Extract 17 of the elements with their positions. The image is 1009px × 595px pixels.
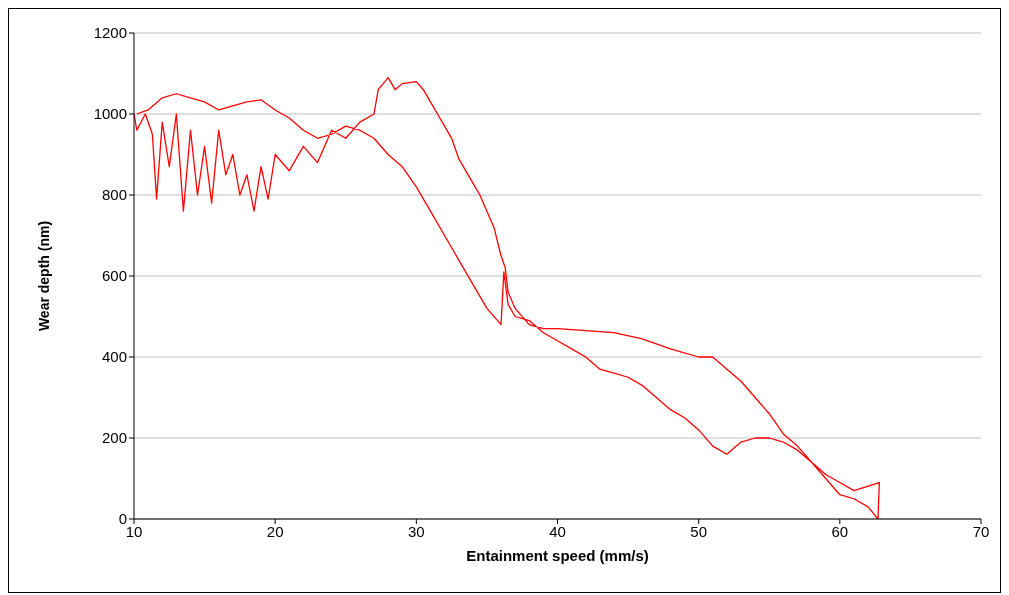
- x-tick-label: 20: [266, 522, 284, 540]
- x-tick-label: 40: [549, 522, 566, 540]
- x-tick-label: 70: [972, 522, 990, 540]
- y-tick-label: 400: [101, 348, 127, 366]
- x-axis-title: Entainment speed (mm/s): [466, 547, 649, 564]
- x-tick-label: 30: [407, 522, 425, 540]
- x-tick-label: 60: [831, 522, 849, 540]
- y-axis-title: Wear depth (nm): [35, 220, 52, 332]
- y-tick-label: 0: [118, 510, 127, 528]
- x-tick-label: 10: [125, 522, 143, 540]
- y-tick-label: 1200: [93, 24, 127, 42]
- y-tick-label: 1000: [93, 105, 127, 123]
- y-tick-label: 600: [101, 267, 127, 285]
- y-tick-label: 800: [101, 186, 127, 204]
- x-tick-label: 50: [690, 522, 708, 540]
- y-tick-label: 200: [101, 429, 127, 447]
- line-series: [134, 76, 881, 519]
